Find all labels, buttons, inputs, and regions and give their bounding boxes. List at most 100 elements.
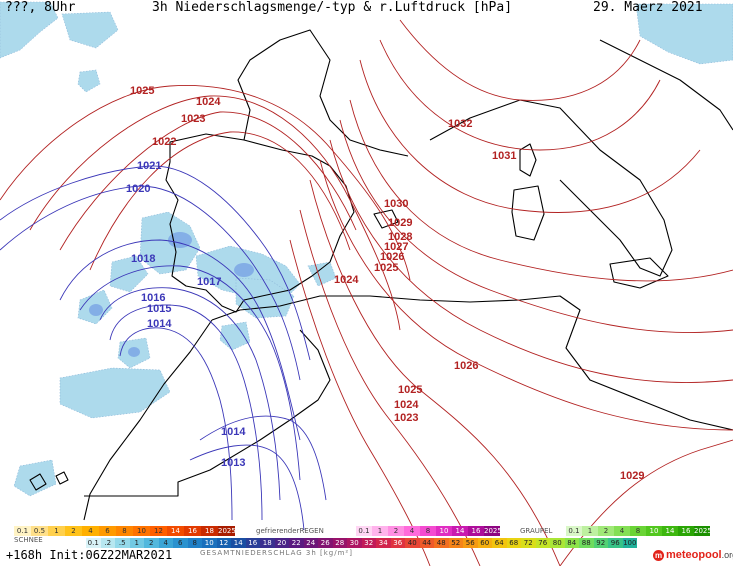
legend-snow-cell: 1 [48, 526, 65, 536]
precipitation-cores [89, 232, 254, 357]
legend-total-cell: 60 [477, 538, 492, 548]
legend-snow-cell: 6 [99, 526, 116, 536]
legend-frz-cell: 1 [372, 526, 388, 536]
legend-snow-cell: 2025+ [218, 526, 235, 536]
isobars-low [0, 165, 327, 531]
isobar-1014-south [199, 415, 327, 501]
isobar-1024-east [299, 209, 481, 567]
isobar-1028 [339, 119, 733, 334]
valid-date: 29. Maerz 2021 [593, 0, 703, 15]
legend-total-cell: 52 [448, 538, 463, 548]
legend-snow-cell: 4 [82, 526, 99, 536]
precip-area-atlantic-3 [59, 367, 171, 419]
isobar-label-1025: 1025 [130, 85, 155, 97]
precip-area-small-1 [77, 69, 101, 93]
legend-total-cell: 22 [289, 538, 304, 548]
legend-total-cell: 96 [608, 538, 623, 548]
legend-frz-cell: 8 [420, 526, 436, 536]
legend-total-cell: 56 [463, 538, 478, 548]
legend-frz-cell: 2 [388, 526, 404, 536]
isobar-1024-west [29, 95, 401, 331]
legend-total-cell: 34 [376, 538, 391, 548]
isobar-label-1014: 1014 [147, 318, 172, 330]
iberia-coast [165, 133, 355, 313]
balearics [373, 209, 399, 229]
isobar-label-1026: 1026 [454, 360, 479, 372]
isobar-label-1017: 1017 [197, 276, 222, 288]
precip-area-nw [0, 1, 59, 59]
precip-area-east [307, 261, 337, 287]
legend-total-cell: 6 [173, 538, 188, 548]
brand-suffix: .org [721, 550, 733, 560]
legend-total-cell: 28 [332, 538, 347, 548]
legend-snow-cell: 12 [150, 526, 167, 536]
isobar-label-1025: 1025 [374, 262, 399, 274]
legend-hail-cell: 2 [598, 526, 614, 536]
isobar-1023-west [59, 111, 357, 251]
map-title: 3h Niederschlagsmenge/-typ & r.Luftdruck… [152, 0, 513, 15]
isobar-label-1013: 1013 [221, 457, 246, 469]
isobar-1025-west [0, 85, 411, 281]
precipitation-areas [0, 1, 733, 497]
precip-area-north [61, 11, 119, 49]
isobar-label-1030: 1030 [384, 198, 409, 210]
legend-total-cell: 68 [506, 538, 521, 548]
legend-total-cell: 16 [245, 538, 260, 548]
legend-total-cell: 84 [564, 538, 579, 548]
legend-total-cell: 88 [579, 538, 594, 548]
legend-snow-cell: 16 [184, 526, 201, 536]
legend-total-cell: 64 [492, 538, 507, 548]
legend-snow-cell: 0.1 [14, 526, 31, 536]
isobar-label-1026: 1026 [380, 251, 405, 263]
legend-total-cell: 72 [521, 538, 536, 548]
isobar-label-1021: 1021 [137, 160, 162, 172]
legend-total-cell: 2 [144, 538, 159, 548]
precip-core-4 [128, 347, 140, 357]
adriatic-coast [599, 39, 733, 131]
legend-hail-cell: 4 [614, 526, 630, 536]
precip-area-ne [635, 3, 733, 65]
legend-total-cell: 30 [347, 538, 362, 548]
legend-total-cell: 92 [593, 538, 608, 548]
isobar-1014-low [119, 327, 233, 521]
legend-hail-cell: 1 [582, 526, 598, 536]
isobar-1020 [0, 185, 301, 381]
legend-frz-cell: 4 [404, 526, 420, 536]
france-coast [237, 29, 409, 157]
legend-total-cell: 18 [260, 538, 275, 548]
isobar-label-1014: 1014 [221, 426, 246, 438]
legend-hail-cell: 8 [630, 526, 646, 536]
isobar-1026-east [319, 159, 733, 431]
legend-total-cell: 1 [129, 538, 144, 548]
isobar-label-1016: 1016 [141, 292, 166, 304]
isobar-label-1029: 1029 [620, 470, 645, 482]
isobar-1013 [189, 444, 305, 531]
legend-total-cell: 40 [405, 538, 420, 548]
corsica [519, 143, 537, 177]
legend-total-cell: 8 [187, 538, 202, 548]
legend-hail-cell: 16 [678, 526, 694, 536]
isobar-1032 [399, 19, 641, 101]
isobar-1022-west [89, 131, 351, 271]
legend-snow-cell: 8 [116, 526, 133, 536]
meteopool-logo-icon: m [653, 550, 664, 561]
legend-total-cell: 76 [535, 538, 550, 548]
legend-total-cell: 26 [318, 538, 333, 548]
legend-frz-cell: 14 [452, 526, 468, 536]
isobar-label-1023: 1023 [394, 412, 419, 424]
legend-total-cell: 0.1 [86, 538, 101, 548]
isobar-1021 [0, 165, 311, 361]
legend-hail-cell: 10 [646, 526, 662, 536]
legend-frz-cell: 0.1 [356, 526, 372, 536]
legend-frz-cell: 2025+ [484, 526, 500, 536]
legend-snow-title: SCHNEE [14, 536, 43, 544]
isobar-1015 [109, 304, 263, 521]
legend-snow-cell: 0.5 [31, 526, 48, 536]
legend-hail-cell: 2025+ [694, 526, 710, 536]
